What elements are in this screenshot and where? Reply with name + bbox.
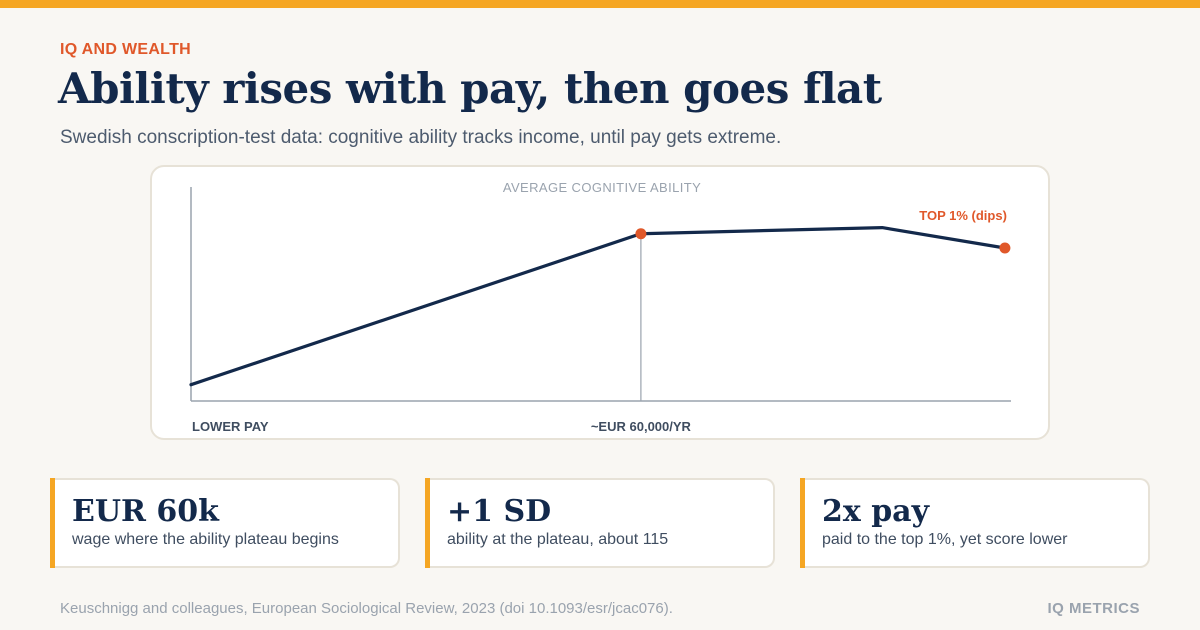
top-accent-bar bbox=[0, 0, 1200, 8]
stat-description: paid to the top 1%, yet score lower bbox=[822, 531, 1068, 548]
line-chart: AVERAGE COGNITIVE ABILITY TOP 1% (dips) LO… bbox=[189, 180, 1011, 434]
chart-card: AVERAGE COGNITIVE ABILITY TOP 1% (dips) LO… bbox=[150, 165, 1050, 440]
stat-card-top-pay: 2x pay paid to the top 1%, yet score low… bbox=[800, 478, 1150, 568]
eyebrow-label: IQ AND WEALTH bbox=[60, 41, 191, 58]
x-tick-label-lower-pay: LOWER PAY bbox=[192, 419, 269, 434]
data-point-marker-0 bbox=[635, 228, 647, 240]
stat-value: +1 SD bbox=[447, 494, 552, 529]
stat-description: ability at the plateau, about 115 bbox=[447, 531, 669, 548]
page-subtitle: Swedish conscription-test data: cognitiv… bbox=[60, 127, 782, 148]
stat-card-ability: +1 SD ability at the plateau, about 115 bbox=[425, 478, 775, 568]
source-citation: Keuschnigg and colleagues, European Soci… bbox=[60, 600, 673, 617]
stat-value: EUR 60k bbox=[72, 494, 219, 529]
stat-card-plateau-wage: EUR 60k wage where the ability plateau b… bbox=[50, 478, 400, 568]
x-tick-label-eur-60000: ~EUR 60,000/YR bbox=[591, 419, 692, 434]
stat-value: 2x pay bbox=[822, 494, 930, 529]
marker-label-top-1-percent: TOP 1% (dips) bbox=[919, 208, 1007, 223]
series-line-0 bbox=[189, 225, 1007, 387]
stat-description: wage where the ability plateau begins bbox=[72, 531, 339, 548]
brand-logo-text: IQ METRICS bbox=[1047, 600, 1140, 617]
y-axis-label: AVERAGE COGNITIVE ABILITY bbox=[503, 180, 701, 195]
page-title: Ability rises with pay, then goes flat bbox=[58, 64, 882, 113]
data-point-marker-1 bbox=[999, 242, 1011, 254]
